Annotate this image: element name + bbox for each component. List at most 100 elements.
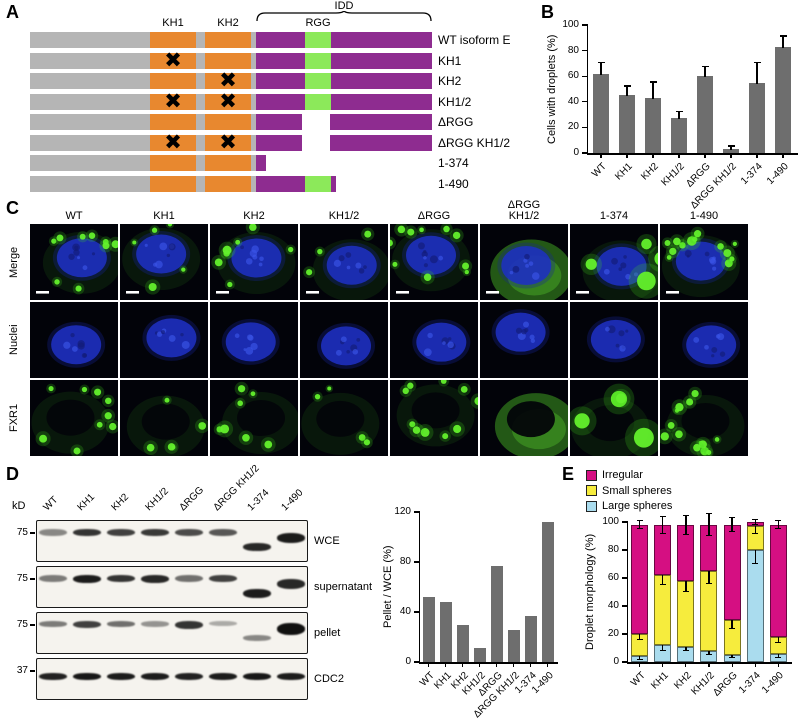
x-tick-mark <box>444 663 447 667</box>
circle <box>358 434 366 441</box>
construct-kh2-domain <box>205 134 251 151</box>
construct-name: 1-374 <box>438 156 469 170</box>
x-tick-mark <box>427 663 430 667</box>
error-bar <box>754 536 756 564</box>
y-tick-mark <box>413 661 419 663</box>
svg <box>300 302 388 378</box>
circle <box>675 430 683 439</box>
circle <box>409 421 416 428</box>
y-tick-label: 80 <box>607 544 619 555</box>
circle <box>166 253 171 258</box>
blot-box-pellet <box>36 612 308 654</box>
error-bar-cap <box>752 524 759 526</box>
circle <box>729 256 735 262</box>
legend-item-large-spheres: Large spheres <box>586 500 672 512</box>
y-tick-label: 60 <box>567 70 579 82</box>
error-bar-cap <box>682 591 689 593</box>
x-tick-mark <box>461 663 464 667</box>
circle <box>198 422 207 430</box>
legend-swatch <box>586 485 597 496</box>
svg <box>390 302 478 378</box>
protein-band <box>73 575 101 583</box>
error-bar <box>708 513 710 536</box>
circle <box>693 337 700 343</box>
marker-tick <box>30 578 35 580</box>
micrograph-fxr1-2 <box>210 380 298 456</box>
error-bar-cap <box>775 657 782 659</box>
y-tick-mark <box>581 75 587 77</box>
circle <box>181 267 186 272</box>
construct-name: ΔRGG KH1/2 <box>438 135 511 150</box>
circle <box>522 321 530 328</box>
circle <box>704 251 710 257</box>
x-tick-mark <box>777 663 779 667</box>
circle <box>706 449 712 456</box>
protein-band <box>107 529 135 536</box>
circle <box>48 385 54 392</box>
y-tick-mark <box>413 511 419 513</box>
rect <box>36 291 49 294</box>
circle <box>462 262 470 270</box>
micrograph-fxr1-7 <box>660 380 748 456</box>
rect <box>396 291 409 294</box>
circle <box>429 255 438 264</box>
error-bar-cap <box>775 520 782 522</box>
lane-label-KH2: KH2 <box>109 491 132 514</box>
panelD-chart-x-axis <box>418 662 558 664</box>
panel-a-label: A <box>6 2 19 22</box>
x-tick-mark <box>756 154 758 158</box>
error-bar <box>600 63 602 75</box>
protein-band <box>277 623 305 635</box>
circle <box>715 334 721 339</box>
circle <box>723 249 732 258</box>
circle <box>464 269 469 275</box>
construct-name: 1-490 <box>438 176 469 191</box>
segment-small-spheres <box>654 575 672 646</box>
construct-rgg-domain <box>305 93 331 110</box>
marker-label: 75 <box>16 573 28 584</box>
circle <box>250 342 258 351</box>
x-tick-mark <box>495 663 498 667</box>
circle <box>356 337 361 342</box>
error-bar-cap <box>775 641 782 643</box>
circle <box>235 239 241 245</box>
ellipse <box>225 322 276 362</box>
marker-label: 75 <box>16 527 28 538</box>
svg <box>210 380 298 456</box>
error-bar-cap <box>705 654 712 656</box>
circle <box>63 341 71 349</box>
micrograph-nuclei-1 <box>120 302 208 378</box>
circle <box>159 242 168 251</box>
circle <box>251 245 259 253</box>
y-tick-label: 120 <box>394 506 411 517</box>
bar-ΔRGG <box>697 76 713 153</box>
error-bar-cap <box>705 583 712 585</box>
circle <box>227 281 233 288</box>
ellipse <box>326 245 377 285</box>
circle <box>515 327 523 334</box>
micrograph-merge-1 <box>120 224 208 300</box>
circle <box>417 242 425 250</box>
y-tick-label: 20 <box>567 121 579 133</box>
circle <box>440 380 447 384</box>
construct-kh1-domain <box>150 114 196 130</box>
kh1-x-mark: ✖ <box>164 130 182 154</box>
circle <box>363 439 371 446</box>
error-bar-cap <box>636 520 643 522</box>
row-label-merge: Merge <box>8 246 20 278</box>
marker-label: 37 <box>16 665 28 676</box>
error-bar <box>731 517 733 532</box>
panel-d-label: D <box>6 464 19 484</box>
circle <box>358 268 365 274</box>
construct-rgg-domain <box>305 175 331 192</box>
column-header-3: KH1/2 <box>328 210 360 222</box>
kh2-x-mark: ✖ <box>219 130 237 154</box>
blot-box-supernatant <box>36 566 308 608</box>
construct-kh1-domain <box>150 73 196 89</box>
protein-band <box>209 529 237 536</box>
construct-name: WT isoform E <box>438 33 511 47</box>
circle <box>679 242 686 249</box>
legend-swatch <box>586 469 597 481</box>
circle <box>619 345 626 352</box>
blot-name: pellet <box>314 627 341 639</box>
